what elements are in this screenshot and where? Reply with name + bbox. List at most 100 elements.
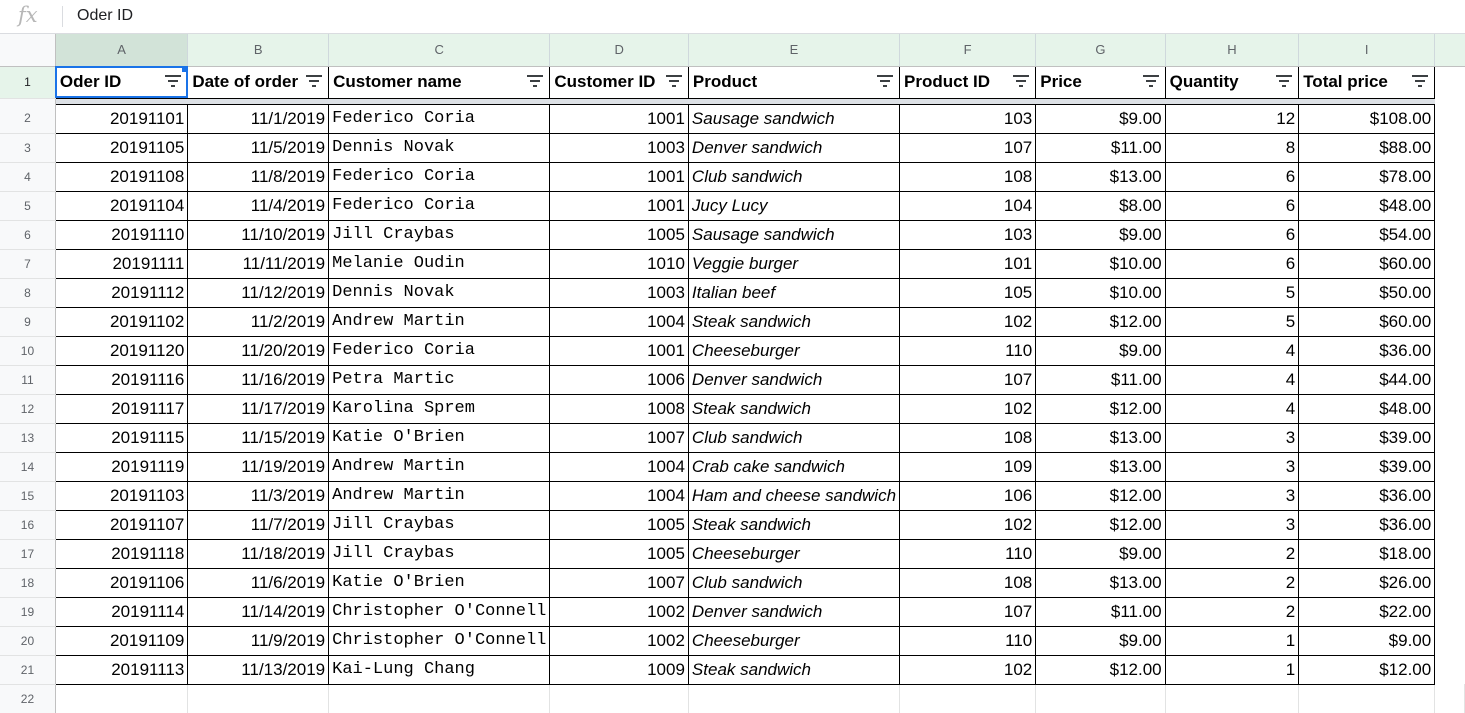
row-header[interactable]: 13 — [0, 423, 56, 453]
price-cell[interactable]: $12.00 — [1035, 393, 1166, 424]
row-header[interactable]: 19 — [0, 597, 56, 627]
product-cell[interactable]: Denver sandwich — [687, 132, 901, 163]
quantity-cell[interactable]: 2 — [1164, 596, 1300, 627]
customer-id-cell[interactable]: 1007 — [549, 422, 689, 453]
customer-name-cell[interactable]: Federico Coria — [328, 161, 551, 192]
product-cell[interactable]: Jucy Lucy — [687, 190, 901, 221]
price-cell[interactable]: $9.00 — [1035, 625, 1166, 656]
total-price-cell[interactable]: $48.00 — [1298, 393, 1436, 424]
order-date-cell[interactable]: 11/12/2019 — [187, 277, 330, 308]
order-id-cell[interactable]: 20191102 — [54, 306, 189, 337]
row-header[interactable]: 6 — [0, 220, 56, 250]
product-cell[interactable]: Cheeseburger — [687, 335, 901, 366]
row-header[interactable]: 1 — [0, 66, 56, 99]
customer-id-cell[interactable]: 1001 — [549, 335, 689, 366]
customer-id-cell[interactable]: 1005 — [549, 219, 689, 250]
row-header[interactable]: 18 — [0, 568, 56, 598]
order-date-cell[interactable]: 11/17/2019 — [187, 393, 330, 424]
customer-name-cell[interactable]: Karolina Sprem — [328, 393, 551, 424]
row-header[interactable]: 4 — [0, 162, 56, 192]
quantity-cell[interactable]: 3 — [1164, 422, 1300, 453]
selection-fill-handle[interactable] — [182, 67, 187, 72]
empty-cell[interactable] — [1435, 423, 1465, 452]
price-cell[interactable]: $9.00 — [1035, 103, 1166, 134]
price-cell[interactable]: $12.00 — [1035, 509, 1166, 540]
quantity-cell[interactable]: 8 — [1164, 132, 1300, 163]
customer-id-cell[interactable]: 1008 — [549, 393, 689, 424]
quantity-cell[interactable]: 5 — [1164, 277, 1300, 308]
row-header[interactable]: 9 — [0, 307, 56, 337]
order-date-cell[interactable]: 11/10/2019 — [187, 219, 330, 250]
product-cell[interactable]: Sausage sandwich — [687, 103, 901, 134]
row-header[interactable]: 20 — [0, 626, 56, 656]
product-id-cell[interactable]: 104 — [899, 190, 1037, 221]
product-id-cell[interactable]: 102 — [899, 306, 1037, 337]
price-cell[interactable]: $9.00 — [1035, 335, 1166, 366]
product-id-cell[interactable]: 110 — [899, 625, 1037, 656]
header-cell[interactable]: Price — [1035, 65, 1166, 99]
order-date-cell[interactable]: 11/19/2019 — [187, 451, 330, 482]
empty-cell[interactable] — [1435, 452, 1465, 481]
customer-name-cell[interactable]: Dennis Novak — [328, 277, 551, 308]
product-id-cell[interactable]: 108 — [899, 422, 1037, 453]
quantity-cell[interactable]: 2 — [1164, 538, 1300, 569]
customer-name-cell[interactable]: Petra Martic — [328, 364, 551, 395]
order-id-cell[interactable]: 20191105 — [54, 132, 189, 163]
price-cell[interactable]: $11.00 — [1035, 132, 1166, 163]
row-header[interactable]: 7 — [0, 249, 56, 279]
empty-cell[interactable] — [187, 683, 330, 713]
column-header-h[interactable]: H — [1165, 34, 1300, 67]
order-id-cell[interactable]: 20191118 — [54, 538, 189, 569]
row-header[interactable]: 16 — [0, 510, 56, 540]
order-date-cell[interactable]: 11/18/2019 — [187, 538, 330, 569]
header-cell[interactable]: Customer ID — [549, 65, 689, 99]
order-id-cell[interactable]: 20191108 — [54, 161, 189, 192]
quantity-cell[interactable]: 6 — [1164, 248, 1300, 279]
product-cell[interactable]: Steak sandwich — [687, 306, 901, 337]
product-cell[interactable]: Club sandwich — [687, 567, 901, 598]
row-header[interactable]: 11 — [0, 365, 56, 395]
column-header-g[interactable]: G — [1035, 34, 1166, 67]
order-id-cell[interactable]: 20191106 — [54, 567, 189, 598]
row-header[interactable]: 22 — [0, 684, 56, 713]
product-cell[interactable]: Denver sandwich — [687, 596, 901, 627]
product-cell[interactable]: Veggie burger — [687, 248, 901, 279]
column-header-c[interactable]: C — [328, 34, 551, 67]
total-price-cell[interactable]: $50.00 — [1298, 277, 1436, 308]
product-cell[interactable]: Club sandwich — [687, 422, 901, 453]
product-id-cell[interactable]: 110 — [899, 335, 1037, 366]
row-header[interactable]: 14 — [0, 452, 56, 482]
customer-name-cell[interactable]: Jill Craybas — [328, 538, 551, 569]
product-id-cell[interactable]: 102 — [899, 509, 1037, 540]
total-price-cell[interactable]: $44.00 — [1298, 364, 1436, 395]
total-price-cell[interactable]: $108.00 — [1298, 103, 1436, 134]
empty-cell[interactable] — [1298, 683, 1436, 713]
header-cell[interactable]: Product — [687, 65, 901, 99]
order-date-cell[interactable]: 11/13/2019 — [187, 654, 330, 685]
customer-id-cell[interactable]: 1001 — [549, 103, 689, 134]
quantity-cell[interactable]: 4 — [1164, 335, 1300, 366]
product-id-cell[interactable]: 109 — [899, 451, 1037, 482]
price-cell[interactable]: $11.00 — [1035, 364, 1166, 395]
customer-name-cell[interactable]: Christopher O'Connell — [328, 625, 551, 656]
product-id-cell[interactable]: 106 — [899, 480, 1037, 511]
customer-name-cell[interactable]: Federico Coria — [328, 335, 551, 366]
order-id-cell[interactable]: 20191117 — [54, 393, 189, 424]
column-header-e[interactable]: E — [688, 34, 901, 67]
product-id-cell[interactable]: 105 — [899, 277, 1037, 308]
order-date-cell[interactable]: 11/3/2019 — [187, 480, 330, 511]
formula-input[interactable]: Oder ID — [77, 7, 134, 24]
product-id-cell[interactable]: 107 — [899, 364, 1037, 395]
empty-cell[interactable] — [1435, 191, 1465, 220]
customer-name-cell[interactable]: Katie O'Brien — [328, 422, 551, 453]
row-header[interactable]: 5 — [0, 191, 56, 221]
customer-id-cell[interactable]: 1004 — [549, 306, 689, 337]
order-id-cell[interactable]: 20191103 — [54, 480, 189, 511]
empty-cell[interactable] — [1435, 162, 1465, 191]
customer-id-cell[interactable]: 1007 — [549, 567, 689, 598]
filter-icon[interactable] — [665, 74, 682, 87]
empty-cell[interactable] — [1435, 655, 1465, 684]
price-cell[interactable]: $13.00 — [1035, 567, 1166, 598]
total-price-cell[interactable]: $36.00 — [1298, 480, 1436, 511]
empty-cell[interactable] — [1435, 365, 1465, 394]
